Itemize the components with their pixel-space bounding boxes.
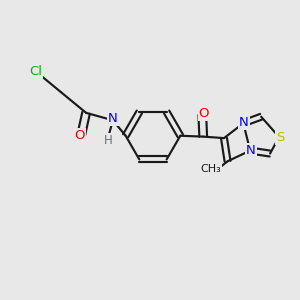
Text: N: N	[246, 144, 256, 157]
Text: O: O	[74, 129, 85, 142]
Text: H: H	[104, 134, 113, 147]
Text: CH₃: CH₃	[201, 164, 221, 174]
Text: Cl: Cl	[29, 65, 42, 78]
Text: O: O	[199, 107, 209, 120]
Text: N: N	[108, 112, 118, 125]
Text: S: S	[276, 131, 284, 144]
Text: N: N	[239, 116, 249, 129]
